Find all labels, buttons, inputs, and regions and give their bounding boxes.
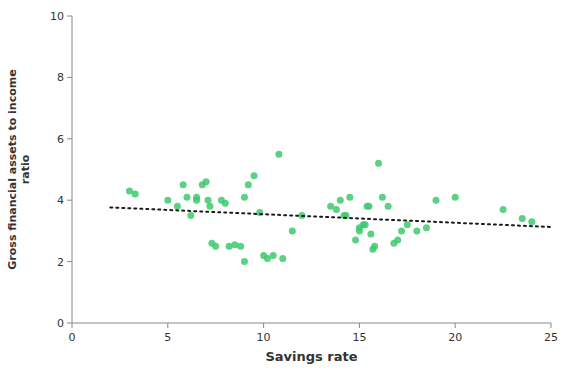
scatter-point — [500, 206, 507, 213]
scatter-point — [352, 237, 359, 244]
scatter-point — [205, 197, 212, 204]
y-tick-label: 4 — [57, 194, 64, 207]
y-tick-label: 2 — [57, 256, 64, 269]
scatter-point — [346, 194, 353, 201]
scatter-point — [367, 230, 374, 237]
y-tick — [67, 261, 72, 262]
scatter-point — [164, 197, 171, 204]
scatter-point — [203, 178, 210, 185]
x-tick-label: 15 — [352, 331, 366, 344]
x-tick — [551, 323, 552, 328]
scatter-point — [371, 243, 378, 250]
trend-line — [110, 207, 551, 227]
x-tick — [455, 323, 456, 328]
scatter-point — [183, 194, 190, 201]
x-tick-label: 10 — [257, 331, 271, 344]
chart: 0 5 10 15 20 25 0 2 4 6 8 10 Savings rate Gross finan… — [0, 0, 569, 373]
y-tick — [67, 138, 72, 139]
scatter-point — [379, 194, 386, 201]
y-tick — [67, 200, 72, 201]
scatter-point — [206, 203, 213, 210]
y-axis-label: Gross financial assets to incomeratio — [6, 69, 32, 269]
plot-marks — [110, 151, 551, 265]
scatter-point — [385, 203, 392, 210]
scatter-point — [212, 243, 219, 250]
scatter-point — [174, 203, 181, 210]
y-tick-label: 0 — [57, 317, 64, 330]
scatter-point — [279, 255, 286, 262]
scatter-point — [362, 221, 369, 228]
scatter-point — [132, 191, 139, 198]
scatter-point — [423, 224, 430, 231]
scatter-point — [193, 197, 200, 204]
x-tick — [72, 323, 73, 328]
scatter-point — [337, 197, 344, 204]
x-tick — [263, 323, 264, 328]
x-tick — [167, 323, 168, 328]
y-tick-label: 6 — [57, 133, 64, 146]
scatter-point — [394, 237, 401, 244]
x-axis-line — [72, 323, 551, 324]
scatter-point — [333, 206, 340, 213]
scatter-point — [404, 221, 411, 228]
scatter-point — [528, 218, 535, 225]
y-tick-label: 10 — [50, 10, 64, 23]
scatter-point — [375, 160, 382, 167]
y-tick — [67, 323, 72, 324]
scatter-point — [398, 227, 405, 234]
x-tick-label: 5 — [164, 331, 171, 344]
x-tick-label: 25 — [544, 331, 558, 344]
scatter-point — [289, 227, 296, 234]
y-tick-label: 8 — [57, 71, 64, 84]
scatter-point — [413, 227, 420, 234]
scatter-point — [452, 194, 459, 201]
scatter-point — [245, 181, 252, 188]
x-tick-label: 0 — [69, 331, 76, 344]
y-axis-line — [72, 16, 73, 323]
scatter-point — [519, 215, 526, 222]
scatter-point — [365, 203, 372, 210]
scatter-point — [180, 181, 187, 188]
axes: 0 5 10 15 20 25 0 2 4 6 8 10 — [50, 10, 558, 344]
scatter-point — [241, 194, 248, 201]
scatter-point — [241, 258, 248, 265]
x-tick — [359, 323, 360, 328]
scatter-point — [433, 197, 440, 204]
x-tick-label: 20 — [448, 331, 462, 344]
scatter-point — [237, 243, 244, 250]
scatter-point — [270, 252, 277, 259]
scatter-point — [187, 212, 194, 219]
scatter-point — [275, 151, 282, 158]
y-tick — [67, 16, 72, 17]
scatter-point — [251, 172, 258, 179]
x-axis-label: Savings rate — [265, 349, 357, 364]
scatter-point — [222, 200, 229, 207]
scatter-series — [126, 151, 535, 265]
y-tick — [67, 77, 72, 78]
